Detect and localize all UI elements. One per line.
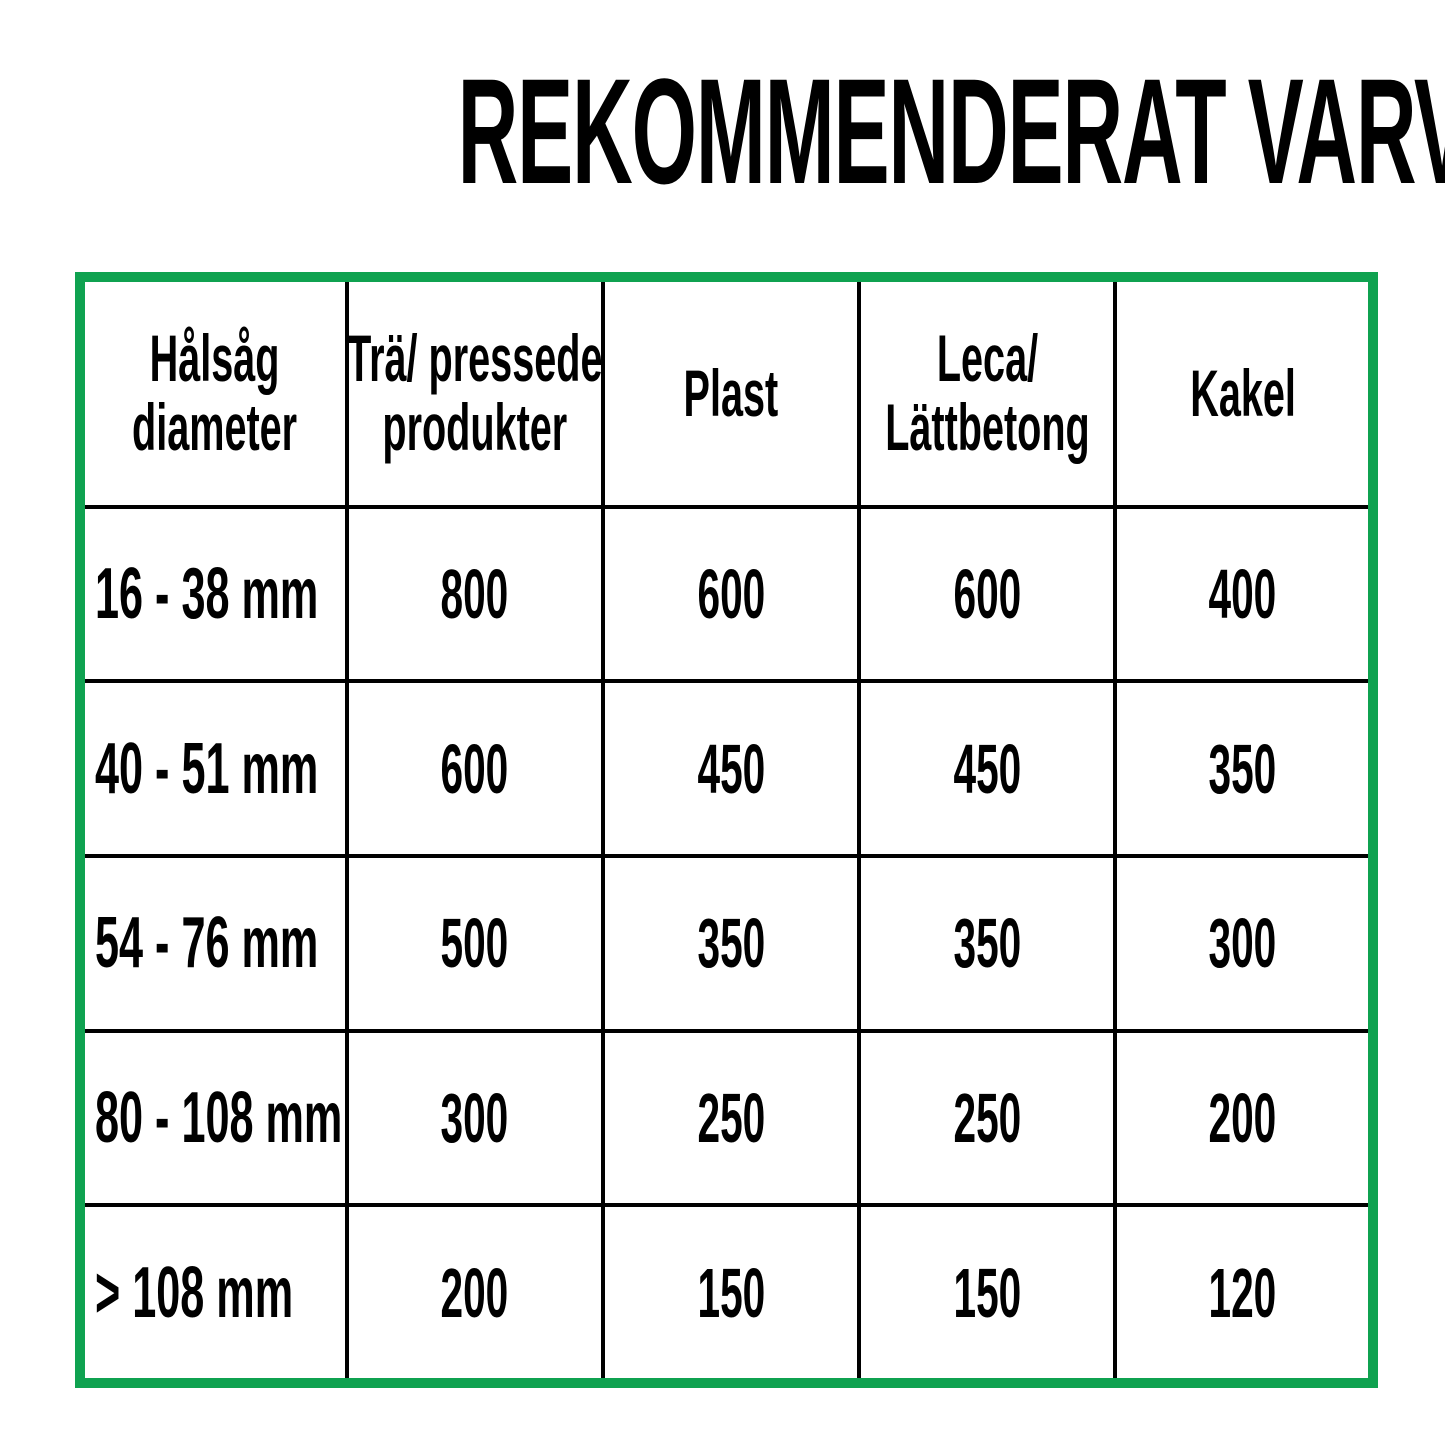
row-label-gt-108: > 108 mm xyxy=(85,1207,345,1378)
value-cell: 150 xyxy=(605,1207,857,1378)
value-text: 600 xyxy=(953,554,1021,633)
value-text: 800 xyxy=(441,554,509,633)
row-label-text: 54 - 76 mm xyxy=(95,903,319,984)
header-label: Hålsåg diameter xyxy=(132,320,298,465)
value-cell: 350 xyxy=(605,857,857,1029)
page-title: REKOMMENDERAT VARVTAL xyxy=(0,56,1445,206)
value-cell: 200 xyxy=(348,1207,602,1378)
rpm-table: Hålsåg diameter Trä/ pressede produkter … xyxy=(75,272,1378,1388)
value-cell: 450 xyxy=(860,683,1114,854)
value-text: 450 xyxy=(953,729,1021,808)
value-cell: 450 xyxy=(605,683,857,854)
value-text: 450 xyxy=(697,729,765,808)
value-text: 400 xyxy=(1208,554,1277,633)
header-label: Kakel xyxy=(1189,355,1296,430)
value-text: 200 xyxy=(441,1253,509,1332)
header-cell-halsag-diameter: Hålsåg diameter xyxy=(85,282,345,505)
value-cell: 120 xyxy=(1117,1207,1368,1378)
value-text: 150 xyxy=(953,1253,1021,1332)
value-text: 350 xyxy=(697,904,765,983)
value-cell: 350 xyxy=(1117,683,1368,854)
header-cell-plast: Plast xyxy=(605,282,857,505)
page-title-text: REKOMMENDERAT VARVTAL xyxy=(457,47,1445,215)
header-label: Trä/ pressede produkter xyxy=(348,320,602,465)
header-cell-leca-lattbetong: Leca/ Lättbetong xyxy=(860,282,1114,505)
value-text: 500 xyxy=(441,904,509,983)
value-cell: 250 xyxy=(860,1032,1114,1204)
value-cell: 800 xyxy=(348,508,602,680)
header-label: Leca/ Lättbetong xyxy=(884,320,1090,465)
value-text: 600 xyxy=(697,554,765,633)
row-label-40-51: 40 - 51 mm xyxy=(85,683,345,854)
row-label-text: > 108 mm xyxy=(95,1252,294,1333)
value-text: 300 xyxy=(441,1078,509,1157)
value-cell: 200 xyxy=(1117,1032,1368,1204)
value-cell: 600 xyxy=(605,508,857,680)
row-label-54-76: 54 - 76 mm xyxy=(85,857,345,1029)
value-cell: 250 xyxy=(605,1032,857,1204)
value-cell: 300 xyxy=(1117,857,1368,1029)
row-label-16-38: 16 - 38 mm xyxy=(85,508,345,680)
value-cell: 350 xyxy=(860,857,1114,1029)
value-text: 200 xyxy=(1208,1078,1277,1157)
value-text: 250 xyxy=(697,1078,765,1157)
header-cell-kakel: Kakel xyxy=(1117,282,1368,505)
value-cell: 600 xyxy=(348,683,602,854)
value-text: 350 xyxy=(953,904,1021,983)
value-text: 300 xyxy=(1208,904,1277,983)
value-cell: 400 xyxy=(1117,508,1368,680)
row-label-text: 80 - 108 mm xyxy=(95,1077,343,1158)
row-label-text: 16 - 38 mm xyxy=(95,553,319,634)
value-cell: 150 xyxy=(860,1207,1114,1378)
header-label: Plast xyxy=(683,355,779,430)
value-text: 600 xyxy=(441,729,509,808)
value-cell: 300 xyxy=(348,1032,602,1204)
value-text: 350 xyxy=(1208,729,1277,808)
value-cell: 600 xyxy=(860,508,1114,680)
value-text: 120 xyxy=(1208,1253,1277,1332)
value-text: 150 xyxy=(697,1253,765,1332)
value-text: 250 xyxy=(953,1078,1021,1157)
header-cell-tra-pressede-produkter: Trä/ pressede produkter xyxy=(348,282,602,505)
row-label-text: 40 - 51 mm xyxy=(95,728,319,809)
value-cell: 500 xyxy=(348,857,602,1029)
row-label-80-108: 80 - 108 mm xyxy=(85,1032,345,1204)
